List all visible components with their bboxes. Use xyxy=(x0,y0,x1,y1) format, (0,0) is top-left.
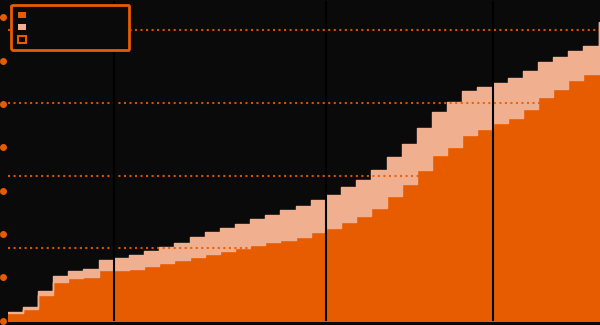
Legend: Hauptamtliche Mitarbeiter, Inoffizielle Mitarbeiter (IM), Leitungsebene: Hauptamtliche Mitarbeiter, Inoffizielle … xyxy=(11,5,129,50)
